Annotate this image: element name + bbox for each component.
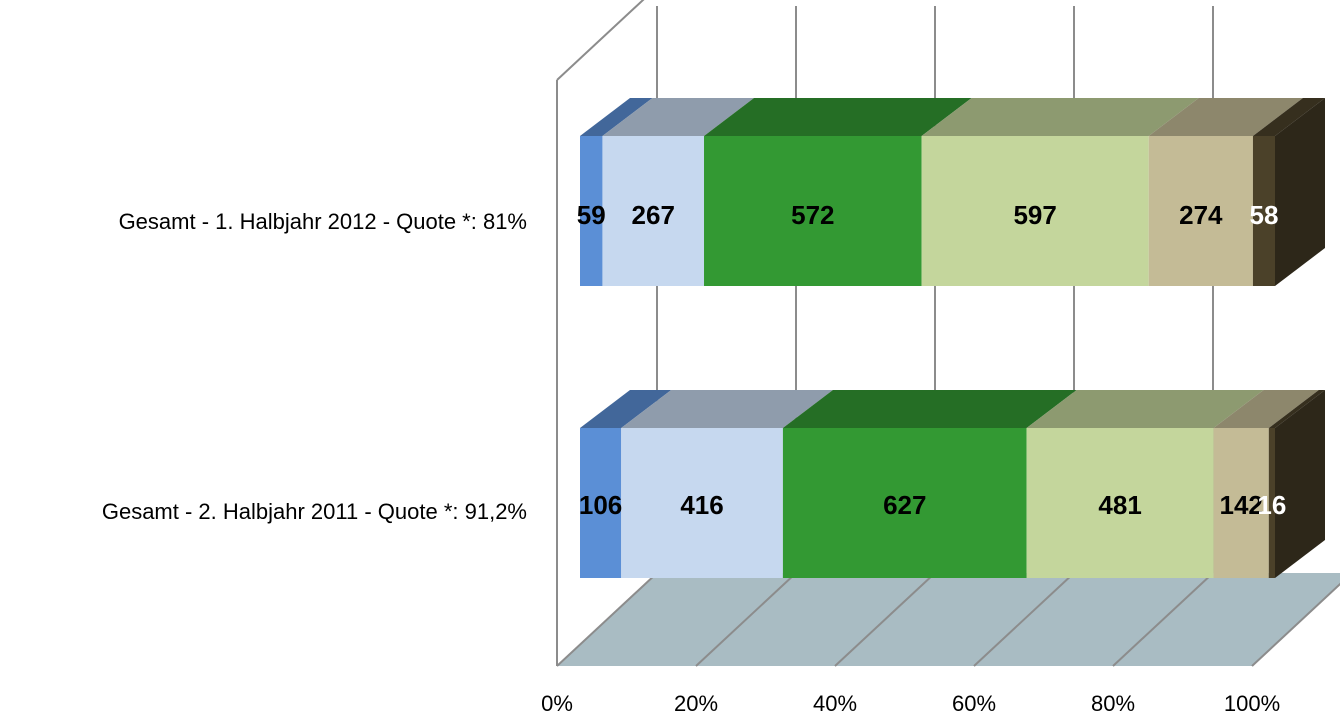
data-label: 481 — [1098, 490, 1141, 520]
bar-segment — [782, 428, 1027, 578]
bar-segment — [1213, 428, 1269, 578]
bar-segment-top — [921, 98, 1199, 136]
x-tick-label: 40% — [813, 691, 857, 716]
bar-segment — [580, 136, 603, 286]
data-label: 267 — [632, 200, 675, 230]
bar-segment — [1252, 136, 1275, 286]
x-tick-label: 0% — [541, 691, 573, 716]
category-label: Gesamt - 1. Halbjahr 2012 - Quote *: 81% — [119, 209, 527, 234]
data-label: 16 — [1257, 490, 1286, 520]
bar-segment-top — [1268, 390, 1325, 428]
x-tick-label: 80% — [1091, 691, 1135, 716]
data-label: 597 — [1013, 200, 1056, 230]
bar-segment-top — [704, 98, 972, 136]
bar-segment-top — [782, 390, 1077, 428]
x-tick-label: 60% — [952, 691, 996, 716]
data-label: 58 — [1250, 200, 1279, 230]
bar-segment-top — [1148, 98, 1303, 136]
data-label: 59 — [577, 200, 606, 230]
data-label: 627 — [883, 490, 926, 520]
left-wall-top-edge — [556, 0, 645, 81]
bar-segment — [1026, 428, 1214, 578]
floor-gridline — [973, 572, 1075, 667]
data-label: 572 — [791, 200, 834, 230]
x-tick-label: 20% — [674, 691, 718, 716]
bar-segment — [602, 136, 705, 286]
bar-segment-top — [1026, 390, 1264, 428]
bar-segment — [704, 136, 922, 286]
bar-segment — [1148, 136, 1253, 286]
category-label: Gesamt - 2. Halbjahr 2011 - Quote *: 91,… — [102, 499, 527, 524]
bar-segment-top — [602, 98, 755, 136]
chart-floor — [557, 573, 1340, 666]
bar-segment-top — [1252, 98, 1325, 136]
bar-side-face — [1275, 390, 1325, 578]
bar-segment — [580, 428, 622, 578]
bar-side-face — [1275, 98, 1325, 286]
data-label: 274 — [1179, 200, 1223, 230]
floor-gridline — [834, 572, 936, 667]
bar-segment — [921, 136, 1149, 286]
floor-gridline — [1112, 572, 1214, 667]
x-tick-label: 100% — [1224, 691, 1280, 716]
floor-gridline — [1251, 582, 1340, 667]
bar-segment-top — [580, 390, 672, 428]
data-label: 106 — [579, 490, 622, 520]
floor-gridline — [695, 572, 797, 667]
bar-segment-top — [580, 98, 653, 136]
data-label: 142 — [1219, 490, 1262, 520]
bar-segment-top — [621, 390, 833, 428]
bar-segment — [621, 428, 783, 578]
floor-gridline — [556, 572, 658, 667]
data-label: 416 — [680, 490, 723, 520]
bar-segment-top — [1213, 390, 1319, 428]
bar-segment — [1268, 428, 1275, 578]
